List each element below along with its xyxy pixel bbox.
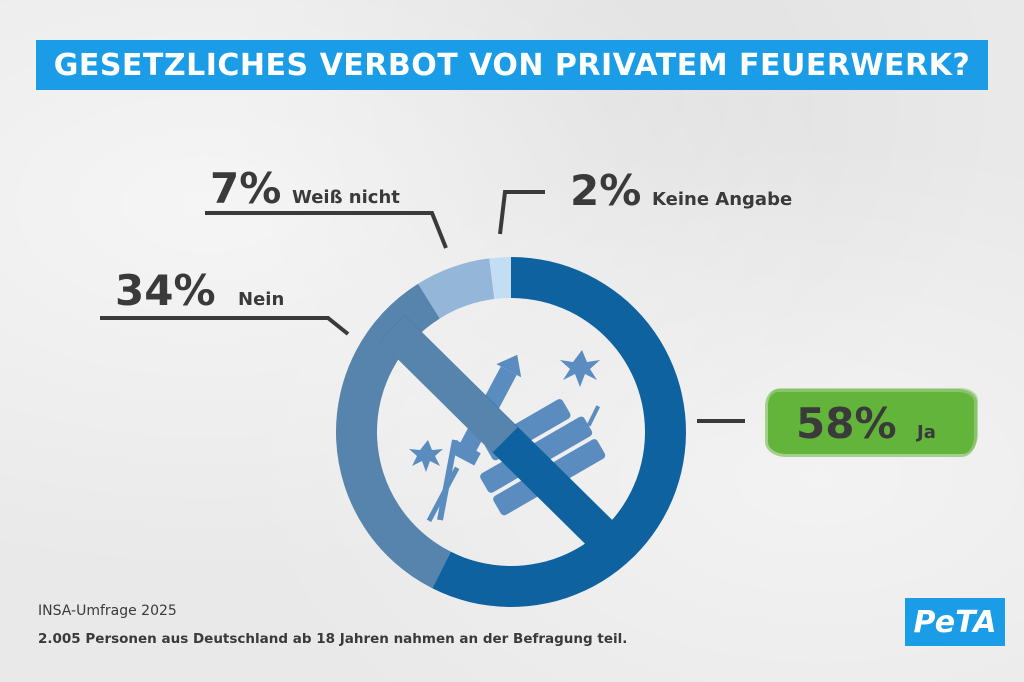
label-ja-name: Ja bbox=[915, 422, 936, 443]
leader-line-weiss-nicht bbox=[205, 211, 448, 249]
peta-logo: PeTA bbox=[905, 598, 1005, 646]
label-keine-angabe-name: Keine Angabe bbox=[652, 189, 792, 210]
source-note: INSA-Umfrage 2025 bbox=[38, 603, 177, 619]
label-weiss-nicht-name: Weiß nicht bbox=[292, 187, 400, 208]
leader-line-keine-angabe bbox=[498, 190, 545, 235]
slice-ja bbox=[432, 257, 686, 607]
label-nein-name: Nein bbox=[238, 289, 284, 310]
slice-keine-angabe bbox=[489, 257, 511, 300]
label-nein-pct: 34% bbox=[115, 266, 216, 315]
logo-text: PeTA bbox=[913, 604, 997, 640]
chart-title: GESETZLICHES VERBOT VON PRIVATEM FEUERWE… bbox=[53, 47, 971, 83]
leader-line-nein bbox=[100, 316, 350, 336]
prohibition-slash-left bbox=[379, 315, 518, 453]
slice-nein bbox=[336, 283, 451, 589]
spark-icon bbox=[409, 440, 443, 472]
title-banner: GESETZLICHES VERBOT VON PRIVATEM FEUERWE… bbox=[36, 40, 988, 90]
sample-note: 2.005 Personen aus Deutschland ab 18 Jah… bbox=[38, 631, 628, 647]
highlight-blob bbox=[768, 392, 974, 454]
slice-wei-nicht bbox=[418, 258, 495, 319]
label-weiss-nicht-pct: 7% bbox=[210, 164, 281, 213]
label-keine-angabe-pct: 2% bbox=[570, 166, 641, 215]
label-ja-pct: 58% bbox=[796, 399, 897, 448]
spark-icon bbox=[560, 350, 600, 387]
